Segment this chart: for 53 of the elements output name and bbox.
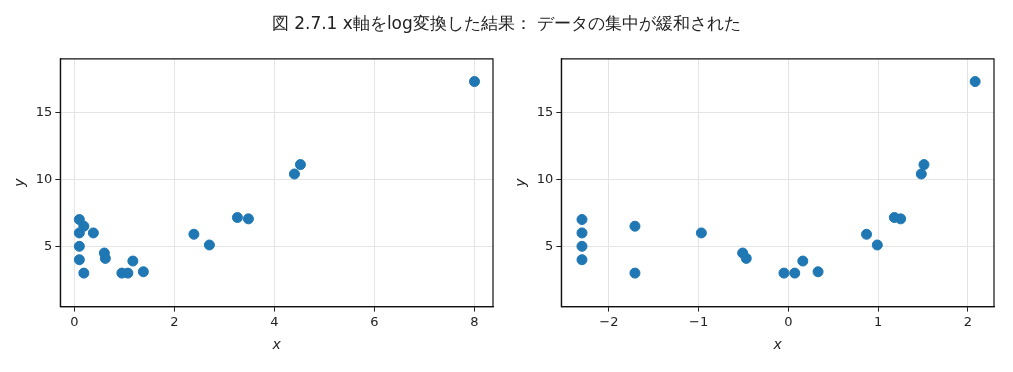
x-tick-label: 1 (874, 313, 883, 329)
point (203, 239, 215, 251)
point (812, 266, 824, 278)
y-tick-label: 5 (44, 237, 53, 253)
point (78, 220, 90, 232)
point (73, 240, 85, 252)
point (576, 254, 588, 266)
x-tick-label: 8 (470, 313, 479, 329)
point (861, 228, 873, 240)
y-axis-title: y (11, 177, 28, 188)
x-tick-label: 2 (170, 313, 179, 329)
x-tick-label: −2 (599, 313, 619, 329)
x-axis-title: x (271, 336, 282, 353)
x-tick-label: 0 (70, 313, 79, 329)
point (78, 267, 90, 279)
point (740, 252, 752, 264)
point (127, 255, 139, 267)
y-axis-title: y (512, 177, 529, 188)
point (468, 76, 480, 88)
x-tick-label: 4 (270, 313, 279, 329)
point (969, 76, 981, 88)
point (895, 213, 907, 225)
point (871, 239, 883, 251)
point (576, 240, 588, 252)
point (576, 214, 588, 226)
point (778, 267, 790, 279)
point (288, 168, 300, 180)
point (294, 159, 306, 171)
x-tick-label: 2 (963, 313, 973, 329)
point (137, 266, 149, 278)
x-tick-label: 0 (784, 313, 793, 329)
point (73, 254, 85, 266)
point (576, 227, 588, 239)
point (242, 213, 254, 225)
point (188, 228, 200, 240)
y-tick-label: 5 (545, 237, 554, 253)
point (87, 227, 99, 239)
point (231, 212, 243, 224)
point (629, 220, 641, 232)
point (797, 255, 809, 267)
y-tick-label: 15 (536, 103, 554, 119)
point (695, 227, 707, 239)
point (918, 159, 930, 171)
y-tick-label: 15 (35, 103, 53, 119)
y-tick-label: 10 (35, 170, 53, 186)
y-tick-label: 10 (536, 170, 554, 186)
point (915, 168, 927, 180)
x-axis-title: x (772, 336, 783, 353)
point (629, 267, 641, 279)
chart-title: 図 2.7.1 x軸をlog変換した結果： データの集中が緩和された (270, 12, 743, 35)
x-tick-label: −1 (689, 313, 709, 329)
point (789, 267, 801, 279)
x-tick-label: 6 (370, 313, 379, 329)
